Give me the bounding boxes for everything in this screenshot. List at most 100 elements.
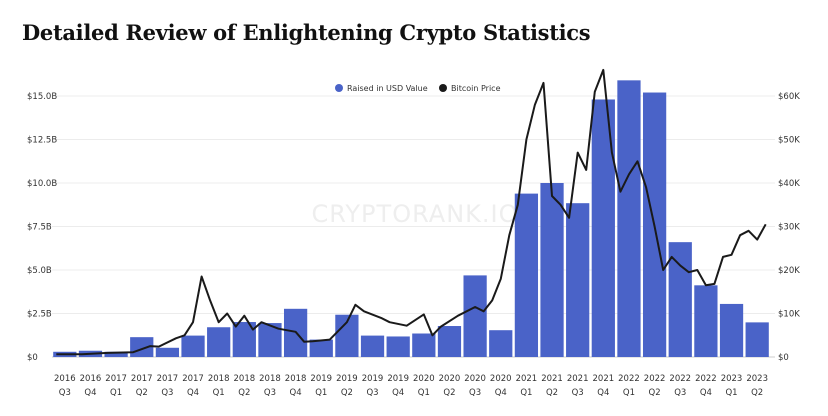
x-axis-tick-year: 2019	[336, 374, 358, 384]
x-axis-tick-year: 2019	[387, 374, 409, 384]
x-axis-tick-quarter: Q4	[290, 388, 302, 398]
bar-raised	[207, 327, 231, 357]
left-axis-tick: $2.5B	[27, 310, 52, 320]
bar-raised	[668, 242, 692, 357]
legend: Raised in USD Value Bitcoin Price	[335, 84, 501, 93]
x-axis-tick-year: 2021	[567, 374, 589, 384]
x-axis-tick-quarter: Q4	[597, 388, 609, 398]
x-axis-tick-quarter: Q1	[110, 388, 122, 398]
bar-raised	[181, 335, 205, 357]
right-axis-tick: $60K	[778, 92, 800, 102]
bar-raised	[232, 322, 256, 357]
bar-raised	[540, 183, 564, 357]
left-axis-tick: $12.5B	[27, 136, 57, 146]
x-axis-tick-year: 2022	[669, 374, 691, 384]
bar-raised	[360, 335, 385, 357]
x-axis-tick-quarter: Q2	[649, 388, 661, 398]
x-axis-tick-year: 2017	[131, 374, 153, 384]
x-axis-tick-quarter: Q1	[213, 388, 225, 398]
x-axis-tick-year: 2016	[80, 374, 102, 384]
legend-label-raised: Raised in USD Value	[347, 84, 428, 93]
right-axis-tick: $10K	[778, 310, 800, 320]
x-axis-tick-year: 2022	[644, 374, 666, 384]
bar-raised	[335, 314, 359, 357]
right-axis-tick: $20K	[778, 266, 800, 276]
bar-raised	[489, 330, 513, 357]
x-axis-tick-year: 2021	[593, 374, 615, 384]
x-axis-tick-quarter: Q1	[520, 388, 532, 398]
x-axis-tick-quarter: Q3	[161, 388, 173, 398]
right-axis-tick: $40K	[778, 179, 800, 189]
x-axis-tick-quarter: Q4	[700, 388, 712, 398]
bar-raised	[386, 336, 410, 357]
x-axis-tick-year: 2022	[695, 374, 717, 384]
bar-raised	[155, 347, 180, 357]
chart-title: Detailed Review of Enlightening Crypto S…	[22, 20, 591, 45]
x-axis-tick-quarter: Q4	[495, 388, 507, 398]
x-axis-tick-year: 2018	[234, 374, 256, 384]
x-axis-tick-year: 2020	[464, 374, 486, 384]
bar-raised	[104, 351, 128, 357]
x-axis-tick-quarter: Q3	[264, 388, 276, 398]
bar-raised	[514, 193, 539, 357]
bar-raised	[745, 322, 769, 357]
x-axis-tick-year: 2018	[208, 374, 230, 384]
bar-raised	[617, 80, 641, 357]
x-axis-tick-year: 2019	[310, 374, 332, 384]
x-axis-tick-quarter: Q2	[238, 388, 250, 398]
x-axis-tick-quarter: Q1	[418, 388, 430, 398]
x-axis-tick-quarter: Q2	[546, 388, 558, 398]
x-axis-tick-year: 2018	[285, 374, 307, 384]
right-axis-tick: $50K	[778, 136, 800, 146]
x-axis-tick-quarter: Q3	[366, 388, 378, 398]
bar-raised	[591, 99, 615, 357]
x-axis-tick-quarter: Q1	[315, 388, 327, 398]
x-axis-tick-quarter: Q2	[443, 388, 455, 398]
x-axis-tick-quarter: Q3	[572, 388, 584, 398]
bar-raised	[258, 323, 282, 357]
bar-raised	[463, 275, 487, 357]
x-axis-tick-quarter: Q2	[136, 388, 148, 398]
left-axis-tick: $7.5B	[27, 223, 52, 233]
legend-marker-raised	[335, 84, 343, 92]
x-axis-tick-quarter: Q2	[751, 388, 763, 398]
x-axis-tick-quarter: Q2	[341, 388, 353, 398]
x-axis-tick-year: 2021	[541, 374, 563, 384]
bar-raised	[694, 285, 718, 357]
x-axis-tick-quarter: Q1	[725, 388, 737, 398]
x-axis-tick-year: 2023	[721, 374, 743, 384]
x-axis-tick-year: 2020	[413, 374, 435, 384]
bar-raised	[437, 326, 462, 357]
x-axis-tick-year: 2018	[259, 374, 281, 384]
legend-marker-bitcoin	[439, 84, 447, 92]
bar-raised	[412, 333, 436, 357]
x-axis-tick-year: 2021	[516, 374, 538, 384]
x-axis-tick-year: 2016	[54, 374, 76, 384]
x-axis-tick-year: 2019	[362, 374, 384, 384]
right-axis-tick: $30K	[778, 223, 800, 233]
x-axis-tick-quarter: Q3	[59, 388, 71, 398]
x-axis-tick-year: 2017	[182, 374, 204, 384]
x-axis-tick-quarter: Q1	[623, 388, 635, 398]
bitcoin-price-line	[56, 68, 767, 356]
x-axis-tick-year: 2017	[105, 374, 127, 384]
left-axis-tick: $0	[27, 353, 38, 363]
x-axis-tick-year: 2017	[157, 374, 179, 384]
x-axis-tick-quarter: Q4	[187, 388, 199, 398]
bar-raised	[719, 303, 744, 357]
x-axis-tick-quarter: Q4	[84, 388, 96, 398]
x-axis-tick-year: 2020	[490, 374, 512, 384]
x-axis-tick-year: 2020	[439, 374, 461, 384]
right-axis-tick: $0	[778, 353, 789, 363]
x-axis-tick-year: 2022	[618, 374, 640, 384]
x-axis-tick-quarter: Q3	[469, 388, 481, 398]
left-axis-tick: $5.0B	[27, 266, 52, 276]
x-axis-tick-quarter: Q3	[674, 388, 686, 398]
left-axis-tick: $15.0B	[27, 92, 57, 102]
bar-raised	[309, 339, 333, 357]
x-axis-tick-quarter: Q4	[392, 388, 404, 398]
left-axis-tick: $10.0B	[27, 179, 57, 189]
bar-raised	[566, 203, 590, 357]
x-axis-tick-year: 2023	[746, 374, 768, 384]
